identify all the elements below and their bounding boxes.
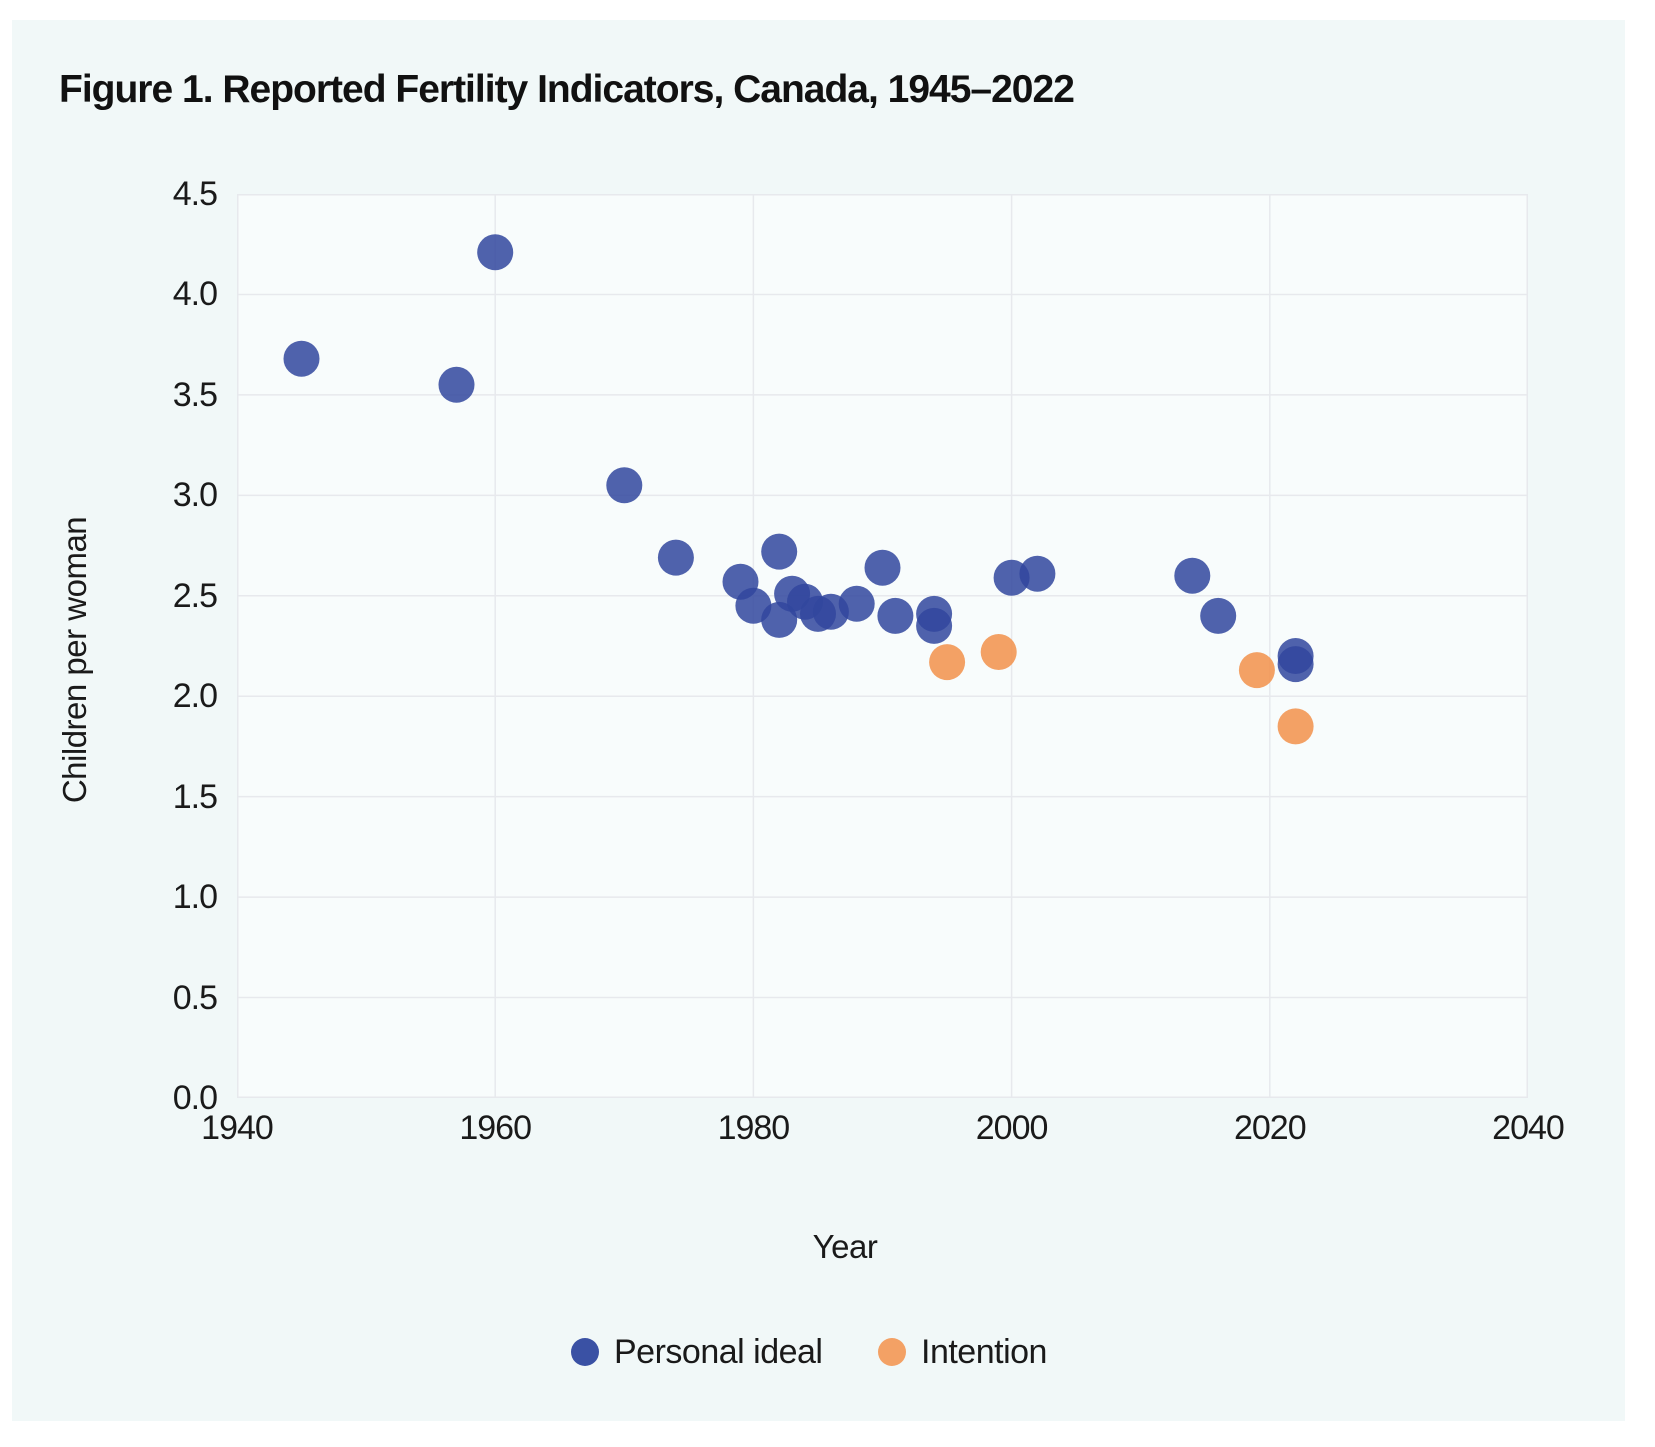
y-tick-label: 1.0 — [172, 878, 218, 917]
y-tick-label: 2.0 — [172, 677, 218, 716]
y-tick-label: 0.0 — [172, 1079, 218, 1117]
data-point — [929, 644, 966, 681]
x-tick-label: 2000 — [975, 1109, 1049, 1147]
y-tick-label: 3.5 — [172, 375, 218, 414]
x-tick-label: 1960 — [459, 1109, 532, 1147]
data-point — [606, 467, 643, 504]
data-point — [1200, 597, 1237, 634]
gridlines — [237, 194, 1528, 1098]
data-point — [1277, 646, 1314, 683]
data-point — [761, 533, 798, 570]
y-tick-label: 4.5 — [172, 175, 218, 213]
series-intention — [929, 634, 1314, 745]
series-personal-ideal — [283, 234, 1314, 683]
x-tick-label: 1940 — [201, 1109, 274, 1147]
plot-border — [237, 194, 1528, 1098]
data-point — [657, 539, 694, 576]
data-point — [916, 607, 953, 644]
y-tick-label: 1.5 — [172, 777, 218, 816]
legend-item-intention: Intention — [878, 1332, 1047, 1372]
scatter-plot — [237, 194, 1528, 1098]
y-tick-label: 4.0 — [172, 275, 218, 314]
legend-marker-personal-ideal-icon — [571, 1338, 599, 1366]
legend-label-personal-ideal: Personal ideal — [614, 1332, 823, 1371]
y-tick-label: 3.0 — [172, 476, 218, 515]
figure-panel: Figure 1. Reported Fertility Indicators,… — [12, 20, 1625, 1421]
x-tick-label: 2040 — [1492, 1109, 1565, 1147]
data-point — [877, 597, 914, 634]
data-point — [477, 234, 514, 271]
legend: Personal ideal Intention — [12, 1332, 1625, 1372]
legend-item-personal-ideal: Personal ideal — [571, 1332, 823, 1372]
y-tick-label: 2.5 — [172, 576, 218, 615]
data-point — [438, 366, 475, 403]
plot-area — [237, 194, 1528, 1098]
y-axis-title: Children per woman — [56, 516, 93, 804]
data-point — [1238, 652, 1275, 689]
data-point — [980, 634, 1017, 670]
legend-marker-intention-icon — [878, 1338, 906, 1366]
data-point — [864, 549, 901, 586]
data-point — [838, 585, 875, 622]
y-tick-label: 0.5 — [172, 978, 218, 1017]
data-point — [1174, 557, 1211, 594]
data-point — [1277, 708, 1314, 745]
legend-label-intention: Intention — [921, 1332, 1047, 1371]
data-point — [1019, 555, 1056, 592]
x-axis-title: Year — [812, 1228, 878, 1265]
figure-title: Figure 1. Reported Fertility Indicators,… — [59, 68, 1075, 111]
x-tick-label: 1980 — [717, 1109, 791, 1147]
data-point — [283, 340, 320, 377]
x-tick-label: 2020 — [1233, 1109, 1307, 1147]
